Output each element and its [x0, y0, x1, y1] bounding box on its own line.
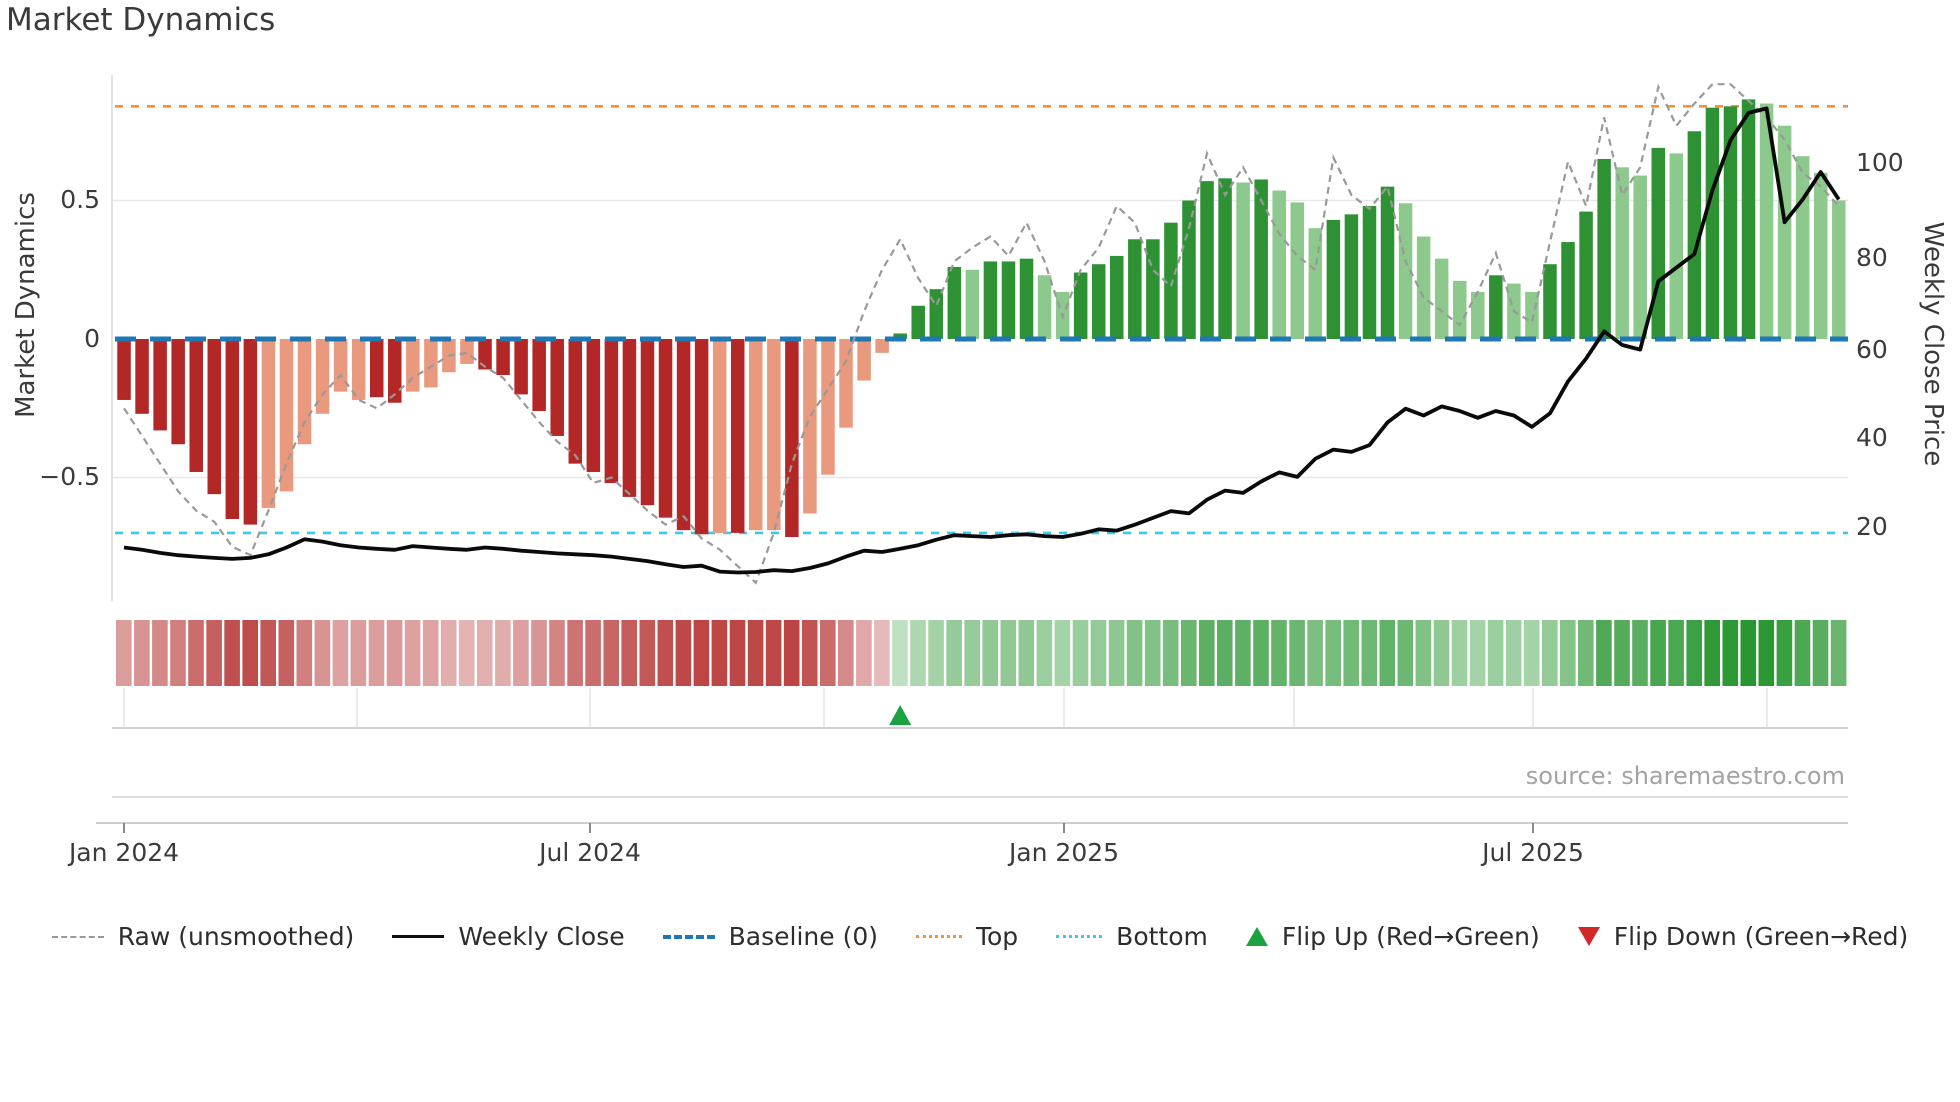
- x-axis-tick-jan-2025: Jan 2025: [1008, 838, 1120, 867]
- legend-item-bottom: Bottom: [1056, 922, 1208, 951]
- heatmap-strip: [116, 620, 1847, 686]
- x-axis-tick-jul-2024: Jul 2024: [539, 838, 641, 867]
- page-title: Market Dynamics: [6, 2, 276, 38]
- flip-marker-row: [112, 688, 1848, 729]
- right-axis-tick-20: 20: [1856, 512, 1888, 541]
- right-axis-tick-40: 40: [1856, 423, 1888, 452]
- left-axis-tick-0: 0: [84, 324, 100, 353]
- weekly-close-line: [123, 106, 1841, 575]
- x-axis-tick-jan-2024: Jan 2024: [68, 838, 180, 867]
- legend-item-flip-down: Flip Down (Green→Red): [1577, 922, 1908, 951]
- left-axis-tick-0.5: 0.5: [60, 185, 100, 214]
- top-line-sample-icon: [915, 935, 962, 938]
- baseline-line-sample-icon: [662, 934, 715, 939]
- left-axis-tick-neg0.5: −0.5: [39, 462, 100, 491]
- bottom-line-sample-icon: [1056, 935, 1103, 938]
- legend: Raw (unsmoothed) Weekly Close Baseline (…: [0, 922, 1960, 951]
- legend-item-raw: Raw (unsmoothed): [51, 922, 354, 951]
- raw-line-sample-icon: [51, 935, 104, 938]
- oscillator-bars: [117, 99, 1846, 538]
- flip-up-marker: [889, 705, 912, 725]
- x-axis: [96, 796, 1848, 833]
- legend-item-top: Top: [915, 922, 1018, 951]
- flip-up-triangle-icon: [1245, 927, 1268, 946]
- legend-item-weekly-close: Weekly Close: [392, 922, 625, 951]
- right-axis-tick-80: 80: [1856, 243, 1888, 272]
- x-axis-tick-jul-2025: Jul 2025: [1482, 838, 1584, 867]
- source-credit: source: sharemaestro.com: [1525, 762, 1845, 790]
- weekly-close-line-sample-icon: [392, 935, 445, 938]
- right-axis-tick-100: 100: [1856, 148, 1904, 177]
- right-axis-tick-60: 60: [1856, 335, 1888, 364]
- flip-down-triangle-icon: [1577, 927, 1600, 946]
- legend-item-baseline: Baseline (0): [662, 922, 878, 951]
- left-axis-title: Market Dynamics: [11, 192, 41, 418]
- legend-item-flip-up: Flip Up (Red→Green): [1245, 922, 1540, 951]
- raw-line: [123, 83, 1840, 585]
